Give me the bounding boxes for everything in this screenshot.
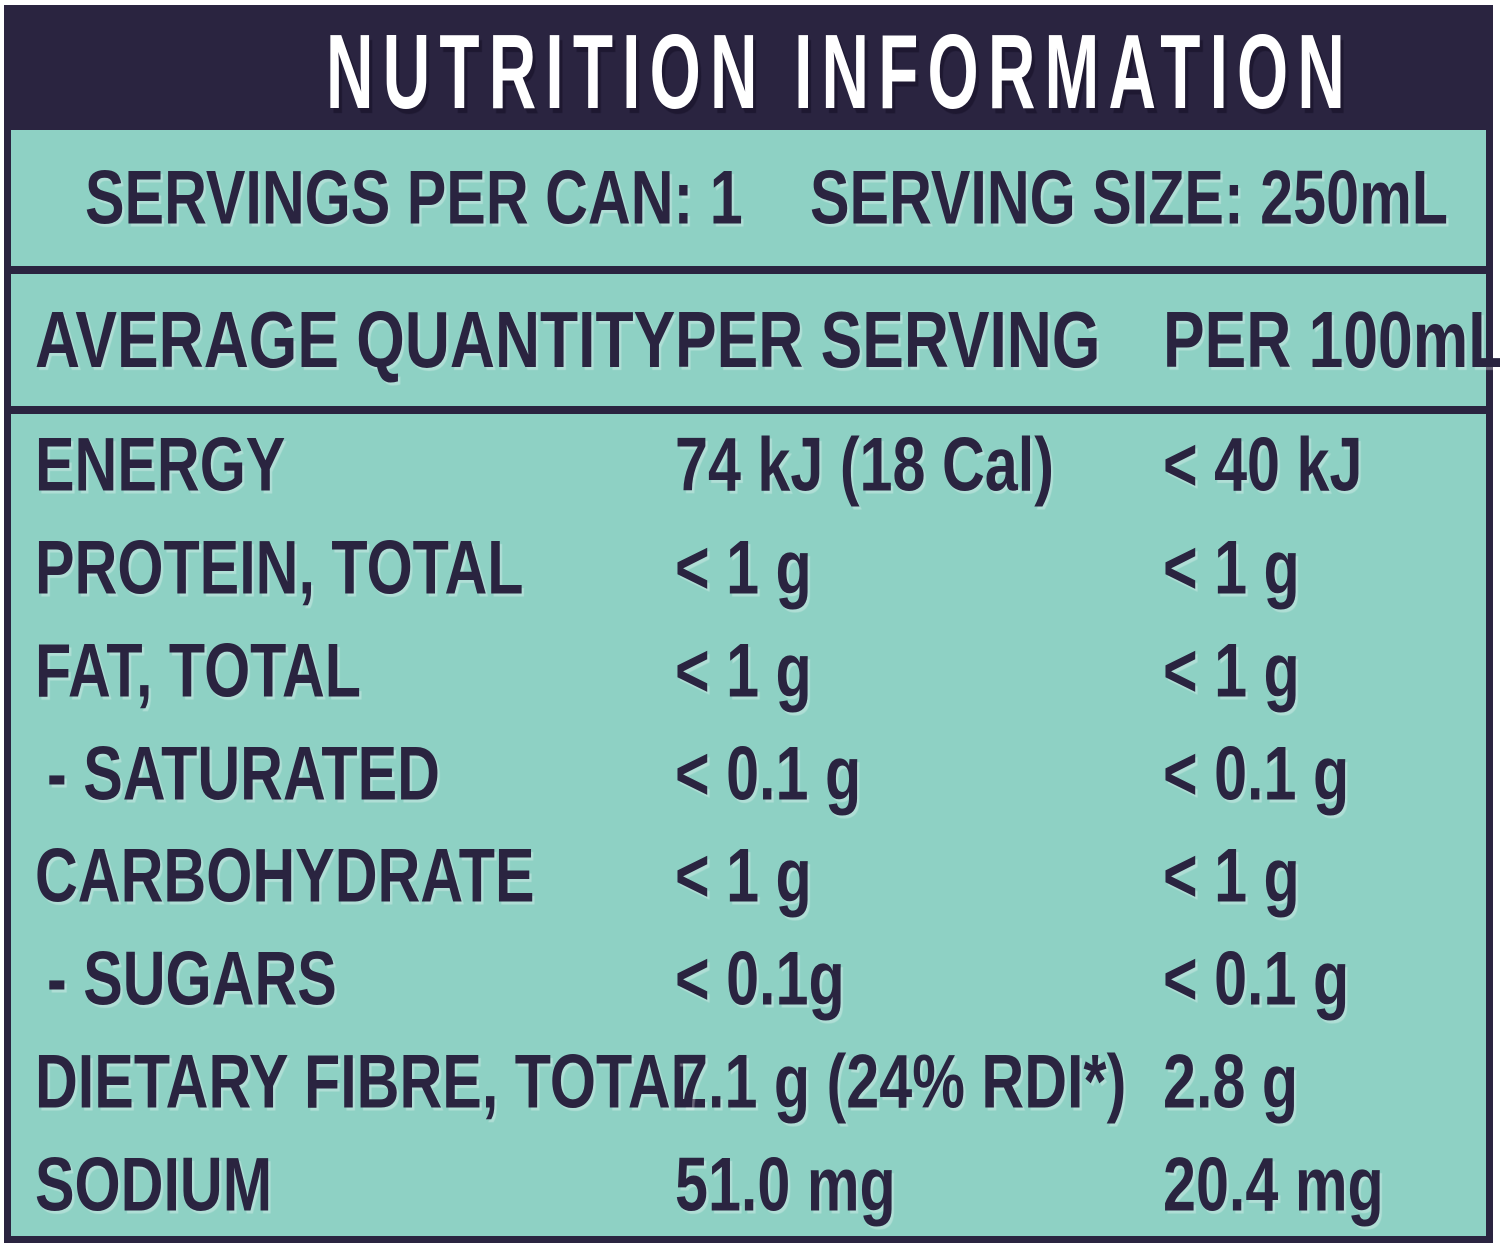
value-per-100ml: < 0.1 g — [1163, 936, 1350, 1022]
nutrient-name: - SATURATED — [47, 731, 440, 817]
value-per-serving: < 1 g — [675, 628, 812, 714]
nutrient-name: DIETARY FIBRE, TOTAL — [35, 1039, 707, 1125]
value-per-serving: 74 kJ (18 Cal) — [675, 422, 1054, 508]
value-per-100ml: < 1 g — [1163, 833, 1300, 919]
nutrient-name: CARBOHYDRATE — [35, 833, 535, 919]
value-per-serving: < 0.1 g — [675, 731, 862, 817]
nutrient-name: PROTEIN, TOTAL — [35, 525, 524, 611]
row-protein-total: PROTEIN, TOTAL < 1 g < 1 g — [11, 517, 1486, 620]
servings-per-can: SERVINGS PER CAN: 1 — [85, 155, 743, 241]
value-per-100ml: < 40 kJ — [1163, 422, 1363, 508]
value-per-serving: < 1 g — [675, 833, 812, 919]
horizontal-divider — [11, 406, 1486, 414]
value-per-100ml: < 0.1 g — [1163, 731, 1350, 817]
nutrient-name: FAT, TOTAL — [35, 628, 362, 714]
row-carbohydrate: CARBOHYDRATE < 1 g < 1 g — [11, 825, 1486, 928]
serving-info-row: SERVINGS PER CAN: 1 SERVING SIZE: 250mL — [11, 130, 1486, 266]
serving-size: SERVING SIZE: 250mL — [810, 155, 1449, 241]
label-title: NUTRITION INFORMATION — [326, 13, 1355, 131]
value-per-100ml: < 1 g — [1163, 628, 1300, 714]
row-saturated-fat: - SATURATED < 0.1 g < 0.1 g — [11, 722, 1486, 825]
value-per-100ml: 20.4 mg — [1163, 1142, 1384, 1228]
nutrient-table: ENERGY 74 kJ (18 Cal) < 40 kJ PROTEIN, T… — [11, 414, 1486, 1236]
nutrient-name: ENERGY — [35, 422, 286, 508]
row-fat-total: FAT, TOTAL < 1 g < 1 g — [11, 620, 1486, 723]
value-per-serving: 7.1 g (24% RDI*) — [675, 1039, 1127, 1125]
value-per-serving: < 0.1g — [675, 936, 845, 1022]
column-header-per-100ml: PER 100mL — [1163, 295, 1500, 384]
column-headers: AVERAGE QUANTITY PER SERVING PER 100mL — [11, 274, 1500, 406]
row-dietary-fibre: DIETARY FIBRE, TOTAL 7.1 g (24% RDI*) 2.… — [11, 1031, 1486, 1134]
nutrient-name: - SUGARS — [47, 936, 337, 1022]
label-frame: NUTRITION INFORMATION SERVINGS PER CAN: … — [4, 5, 1500, 1243]
value-per-serving: 51.0 mg — [675, 1142, 896, 1228]
value-per-100ml: < 1 g — [1163, 525, 1300, 611]
row-energy: ENERGY 74 kJ (18 Cal) < 40 kJ — [11, 414, 1486, 517]
row-sodium: SODIUM 51.0 mg 20.4 mg — [11, 1133, 1486, 1236]
row-sugars: - SUGARS < 0.1g < 0.1 g — [11, 928, 1486, 1031]
label-header: NUTRITION INFORMATION — [11, 12, 1486, 131]
value-per-100ml: 2.8 g — [1163, 1039, 1299, 1125]
column-header-per-serving: PER SERVING — [675, 295, 1101, 384]
horizontal-divider — [11, 266, 1486, 274]
nutrient-name: SODIUM — [35, 1142, 273, 1228]
column-header-average-quantity: AVERAGE QUANTITY — [35, 295, 676, 384]
value-per-serving: < 1 g — [675, 525, 812, 611]
